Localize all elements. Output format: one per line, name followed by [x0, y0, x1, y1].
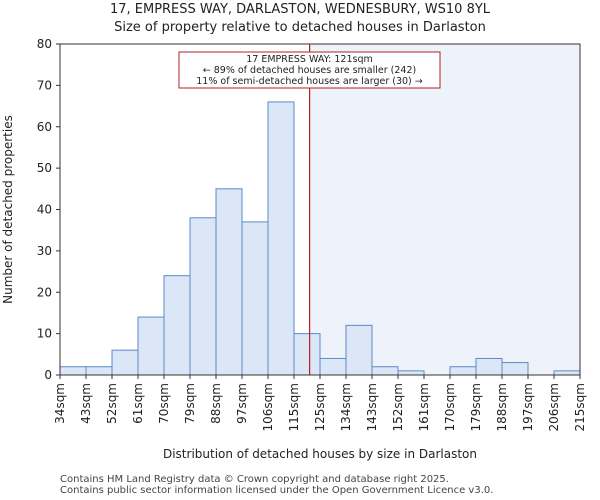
x-tick-label: 188sqm: [495, 383, 509, 431]
larger-region-shade: [309, 44, 580, 375]
annotation-line: 17 EMPRESS WAY: 121sqm: [246, 54, 372, 65]
histogram-bar: [111, 349, 139, 376]
histogram-bar: [397, 370, 425, 376]
x-tick-label: 197sqm: [521, 383, 535, 431]
x-tick-label: 152sqm: [391, 383, 405, 431]
y-tick-label: 40: [37, 203, 52, 217]
histogram-bar: [449, 366, 477, 376]
x-axis-label: Distribution of detached houses by size …: [163, 447, 477, 461]
y-tick-label: 70: [37, 78, 52, 92]
histogram-bar: [553, 370, 581, 376]
histogram-bar: [189, 217, 217, 376]
x-tick-label: 170sqm: [443, 383, 457, 431]
y-tick-label: 30: [37, 244, 52, 258]
x-tick-label: 206sqm: [547, 383, 561, 431]
footer-line-2: Contains public sector information licen…: [60, 485, 494, 496]
histogram-bar: [241, 221, 269, 376]
y-tick-label: 20: [37, 285, 52, 299]
annotation-box: [178, 51, 441, 89]
y-tick-label: 0: [44, 368, 52, 382]
histogram-bar: [371, 366, 399, 376]
annotation-line: ← 89% of detached houses are smaller (24…: [203, 65, 416, 76]
histogram-bar: [475, 357, 503, 376]
histogram-bar: [85, 366, 113, 376]
y-axis-label: Number of detached properties: [1, 115, 15, 304]
x-tick-label: 52sqm: [105, 383, 119, 424]
histogram-bar: [501, 362, 529, 376]
x-tick-label: 179sqm: [469, 383, 483, 431]
x-tick-label: 106sqm: [261, 383, 275, 431]
x-tick-label: 43sqm: [79, 383, 93, 424]
histogram-bar: [345, 324, 373, 376]
histogram-bar: [137, 316, 165, 376]
x-tick-label: 70sqm: [157, 383, 171, 424]
x-tick-label: 215sqm: [573, 383, 587, 431]
x-tick-label: 88sqm: [209, 383, 223, 424]
y-tick-label: 60: [37, 120, 52, 134]
y-tick-label: 50: [37, 161, 52, 175]
x-tick-label: 134sqm: [339, 383, 353, 431]
x-tick-label: 97sqm: [235, 383, 249, 424]
x-tick-label: 143sqm: [365, 383, 379, 431]
x-tick-label: 115sqm: [287, 383, 301, 431]
histogram-bar: [267, 101, 295, 376]
y-tick-label: 80: [37, 37, 52, 51]
footer-line-1: Contains HM Land Registry data © Crown c…: [60, 474, 449, 485]
y-tick-label: 10: [37, 327, 52, 341]
histogram-bar: [293, 333, 321, 376]
histogram-bar: [59, 366, 87, 376]
x-tick-label: 79sqm: [183, 383, 197, 424]
chart-subtitle: Size of property relative to detached ho…: [114, 20, 486, 35]
chart-title: 17, EMPRESS WAY, DARLASTON, WEDNESBURY, …: [109, 2, 491, 17]
annotation-line: 11% of semi-detached houses are larger (…: [196, 76, 423, 87]
x-tick-label: 34sqm: [53, 383, 67, 424]
x-tick-label: 161sqm: [417, 383, 431, 431]
x-tick-label: 125sqm: [313, 383, 327, 431]
histogram-bar: [163, 275, 191, 376]
histogram-bar: [319, 357, 347, 376]
histogram-bar: [215, 188, 243, 376]
x-tick-label: 61sqm: [131, 383, 145, 424]
